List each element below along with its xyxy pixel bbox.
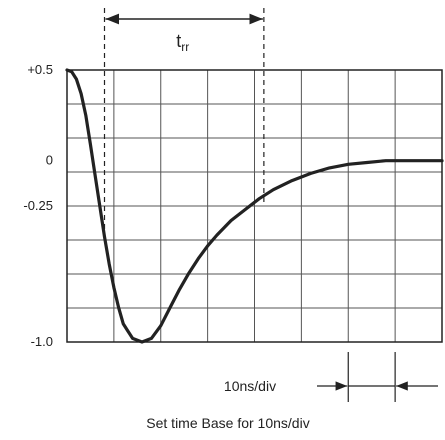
trr-label-subscript: rr <box>181 40 189 54</box>
trr-label-main: t <box>176 31 181 51</box>
series-line-waveform <box>65 68 444 344</box>
chart-caption: Set time Base for 10ns/div <box>146 415 309 431</box>
y-tick-label: -0.25 <box>23 198 53 213</box>
y-tick-labels: +0.5 0 -0.25 -1.0 <box>23 62 53 349</box>
y-tick-label: -1.0 <box>31 334 53 349</box>
division-marker: 10ns/div <box>224 352 438 402</box>
trr-label: trr <box>176 31 189 54</box>
y-tick-label: +0.5 <box>27 62 53 77</box>
division-label: 10ns/div <box>224 378 276 394</box>
trr-annotation: trr <box>103 8 265 236</box>
plot-frame <box>66 69 443 343</box>
y-tick-label: 0 <box>46 153 53 168</box>
plot-grid <box>67 70 442 342</box>
